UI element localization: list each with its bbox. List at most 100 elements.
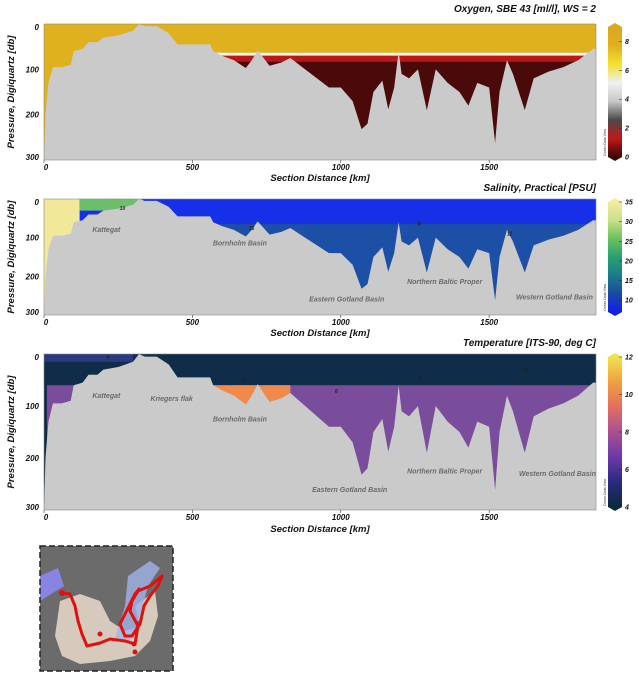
contour-label: 5 bbox=[418, 376, 421, 382]
y-tick-label: 0 bbox=[35, 198, 40, 207]
colorbar-tick-label: 6 bbox=[625, 68, 629, 75]
basin-label: Bornholm Basin bbox=[213, 240, 267, 247]
basin-label: Kriegers flak bbox=[150, 396, 194, 403]
y-tick-label: 200 bbox=[25, 272, 40, 281]
colorbar-tick-label: 35 bbox=[625, 200, 633, 207]
y-tick-label: 100 bbox=[26, 65, 40, 74]
colorbar-tick-label: 4 bbox=[624, 505, 629, 512]
odv-watermark: Ocean Data View bbox=[603, 478, 607, 506]
map-frame bbox=[39, 545, 174, 672]
basin-label: Bornholm Basin bbox=[213, 417, 267, 424]
colorbar-max-arrow bbox=[608, 353, 622, 357]
odv-watermark: Ocean Data View bbox=[603, 283, 607, 311]
colorbar bbox=[608, 202, 622, 312]
seafloor-bathymetry bbox=[44, 199, 596, 315]
y-tick-label: 200 bbox=[25, 111, 40, 120]
kattegat-surface-water bbox=[44, 354, 134, 362]
station-marker bbox=[97, 631, 103, 637]
colorbar-tick-label: 10 bbox=[625, 392, 633, 399]
contour-label: 10 bbox=[120, 206, 126, 212]
x-axis-label: Section Distance [km] bbox=[270, 328, 370, 339]
panel-title: Oxygen, SBE 43 [ml/l], WS = 2 bbox=[454, 4, 596, 15]
contour-label: 6 bbox=[335, 389, 338, 395]
y-tick-label: 300 bbox=[26, 503, 40, 512]
basin-label: Western Gotland Basin bbox=[516, 295, 593, 302]
colorbar-max-arrow bbox=[608, 23, 622, 27]
station-marker bbox=[59, 590, 65, 596]
x-tick-label: 1500 bbox=[480, 318, 498, 327]
basin-label: Kattegat bbox=[92, 393, 121, 400]
plot-frame bbox=[43, 353, 597, 511]
basin-label: Western Gotland Basin bbox=[519, 471, 596, 478]
contour-label: 11 bbox=[507, 232, 512, 238]
y-tick-label: 100 bbox=[26, 402, 40, 411]
hypoxic-band bbox=[213, 55, 596, 62]
y-tick-label: 100 bbox=[26, 234, 40, 243]
plot-area bbox=[44, 24, 596, 160]
x-tick-label: 1500 bbox=[480, 163, 498, 172]
transition-water bbox=[79, 199, 142, 211]
x-axis-label: Section Distance [km] bbox=[270, 173, 370, 184]
seafloor-bathymetry bbox=[44, 24, 596, 160]
y-axis-label: Pressure, Digiquartz [db] bbox=[6, 200, 17, 314]
y-axis-label: Pressure, Digiquartz [db] bbox=[6, 35, 17, 149]
x-tick-label: 1500 bbox=[480, 513, 498, 522]
section-panel-oxygen: 0 500 1000 1500 0 100 200 300 Section Distance [… bbox=[6, 4, 629, 184]
oxycline-band bbox=[213, 52, 596, 56]
contour-label: 4 bbox=[524, 368, 528, 374]
x-tick-label: 1000 bbox=[332, 163, 350, 172]
x-tick-label: 0 bbox=[44, 513, 49, 522]
panel-title: Salinity, Practical [PSU] bbox=[484, 183, 597, 194]
colorbar-min-arrow bbox=[608, 157, 622, 161]
colorbar-tick-label: 0 bbox=[625, 155, 629, 162]
colorbar-min-arrow bbox=[608, 312, 622, 316]
colorbar-tick-label: 2 bbox=[624, 126, 629, 133]
colorbar-tick-label: 12 bbox=[625, 355, 633, 362]
x-tick-label: 1000 bbox=[332, 513, 350, 522]
plot-frame bbox=[43, 198, 597, 316]
colorbar-tick-label: 30 bbox=[625, 219, 633, 226]
plot-frame bbox=[43, 23, 597, 161]
contour-label: 15 bbox=[249, 226, 255, 232]
colorbar-tick-label: 8 bbox=[625, 430, 629, 437]
y-tick-label: 300 bbox=[26, 308, 40, 317]
basin-label: Northern Baltic Proper bbox=[407, 469, 483, 476]
contour-label: 6 bbox=[243, 379, 246, 385]
basin-label: Eastern Gotland Basin bbox=[312, 487, 387, 494]
basin-label: Eastern Gotland Basin bbox=[309, 296, 384, 303]
x-tick-label: 500 bbox=[186, 513, 200, 522]
x-axis-label: Section Distance [km] bbox=[270, 524, 370, 535]
y-tick-label: 0 bbox=[35, 353, 40, 362]
basin-label: Northern Baltic Proper bbox=[407, 279, 483, 286]
map-shallow-water bbox=[115, 561, 160, 641]
station-marker bbox=[132, 649, 138, 655]
section-panel-salinity: 10 15 8 11 Kattegat Bornholm Basin Eastern Got… bbox=[6, 183, 633, 339]
colorbar-tick-label: 15 bbox=[625, 278, 633, 285]
colorbar-tick-label: 10 bbox=[625, 298, 633, 305]
station-marker bbox=[131, 641, 137, 647]
odv-watermark: Ocean Data View bbox=[603, 128, 607, 156]
colorbar-tick-label: 8 bbox=[625, 39, 629, 46]
station-map bbox=[39, 545, 174, 672]
colorbar-tick-label: 4 bbox=[624, 97, 629, 104]
x-tick-label: 500 bbox=[186, 163, 200, 172]
colorbar-tick-label: 25 bbox=[624, 239, 633, 246]
y-axis-label: Pressure, Digiquartz [db] bbox=[6, 375, 17, 489]
colorbar-tick-label: 6 bbox=[625, 467, 629, 474]
panel-title: Temperature [ITS-90, deg C] bbox=[463, 338, 597, 349]
map-skagerrak bbox=[40, 568, 64, 601]
seafloor-bathymetry bbox=[44, 354, 596, 510]
y-tick-label: 0 bbox=[35, 23, 40, 32]
plot-area: 10 15 8 11 Kattegat Bornholm Basin Eastern Got… bbox=[44, 199, 596, 315]
colorbar bbox=[608, 357, 622, 507]
plot-area: 4 6 5 6 4 Kattegat Kriegers flak Bornholm Basin… bbox=[44, 354, 596, 510]
x-tick-label: 500 bbox=[186, 318, 200, 327]
x-tick-label: 0 bbox=[44, 163, 49, 172]
y-tick-label: 200 bbox=[25, 454, 40, 463]
y-tick-label: 300 bbox=[26, 153, 40, 162]
basin-label: Kattegat bbox=[92, 227, 121, 234]
colorbar-max-arrow bbox=[608, 198, 622, 202]
station-track bbox=[61, 574, 164, 648]
contour-label: 4 bbox=[105, 355, 109, 361]
